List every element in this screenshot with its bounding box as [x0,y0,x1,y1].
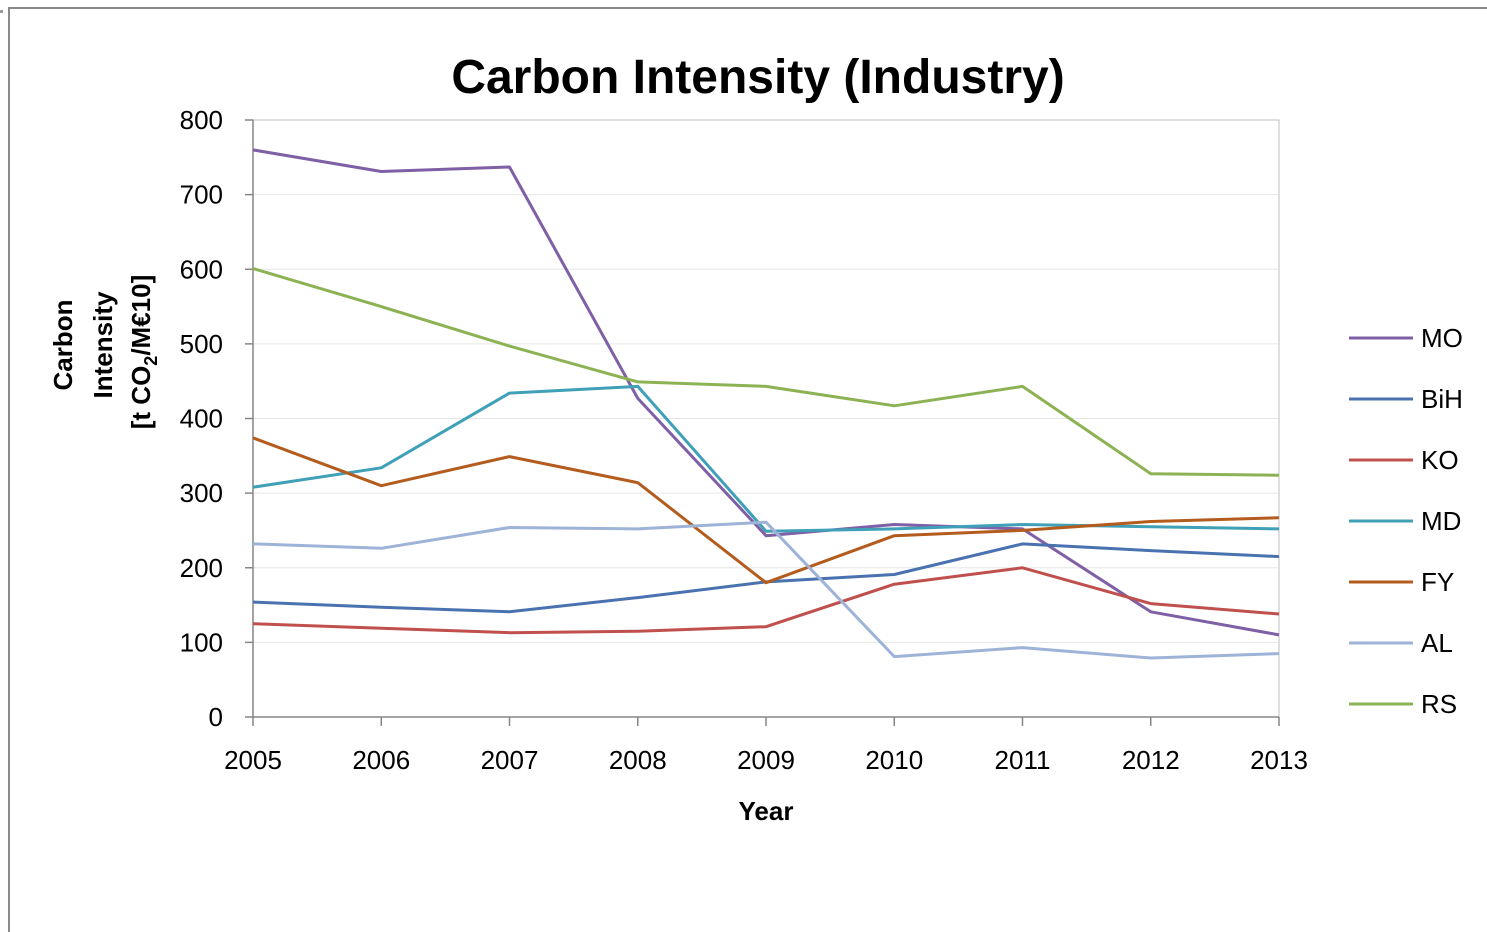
legend-label-bih: BiH [1421,384,1463,414]
y-tick-label: 200 [180,553,223,583]
series-line-rs [252,267,1280,477]
y-tick-label: 0 [209,702,223,732]
x-tick-label: 2011 [995,745,1051,775]
legend-label-mo: MO [1421,323,1463,353]
series-line-ko [252,566,1280,635]
x-axis-label: Year [739,796,794,826]
legend-label-ko: KO [1421,445,1459,475]
series-line-al [252,520,1280,660]
grid-lines [253,119,1279,643]
x-tick-label: 2010 [865,745,923,775]
series-lines [252,148,1280,660]
x-tick-label: 2007 [481,745,539,775]
y-axis-label-line-3: [t CO2/M€10] [126,275,161,429]
y-tick-label: 400 [180,404,223,434]
y-tick-labels: 0 100 200 300 400 500 600 700 800 [180,105,223,732]
y-axis-label-line-2: Intensity [88,291,118,398]
x-tick-label: 2006 [352,745,410,775]
y-tick-label: 100 [180,627,223,657]
y-axis-label: Carbon Intensity [t CO2/M€10] [48,275,161,429]
axes [245,119,1280,726]
x-tick-label: 2013 [1250,745,1308,775]
legend-label-al: AL [1421,628,1453,658]
x-tick-labels: 2005 2006 2007 2008 2009 2010 2011 2012 2013 [224,745,1308,775]
y-tick-label: 600 [180,254,223,284]
y-tick-label: 700 [180,180,223,210]
legend-label-rs: RS [1421,689,1457,719]
chart-title: Carbon Intensity (Industry) [451,51,1064,104]
y-axis-label-line-1: Carbon [48,300,78,391]
x-tick-label: 2008 [609,745,667,775]
legend: MO BiH KO MD FY AL RS [1349,323,1463,719]
series-line-md [252,384,1280,533]
legend-label-fy: FY [1421,567,1454,597]
series-line-mo [252,148,1280,637]
chart-frame [8,7,1487,932]
x-tick-label: 2012 [1122,745,1180,775]
y-tick-label: 300 [180,478,223,508]
corner-dot [0,10,3,13]
legend-label-md: MD [1421,506,1461,536]
series-line-bih [252,542,1280,614]
y-tick-label: 500 [180,329,223,359]
series-line-fy [252,436,1280,585]
x-tick-label: 2009 [737,745,795,775]
y-tick-label: 800 [180,105,223,135]
x-tick-label: 2005 [224,745,282,775]
